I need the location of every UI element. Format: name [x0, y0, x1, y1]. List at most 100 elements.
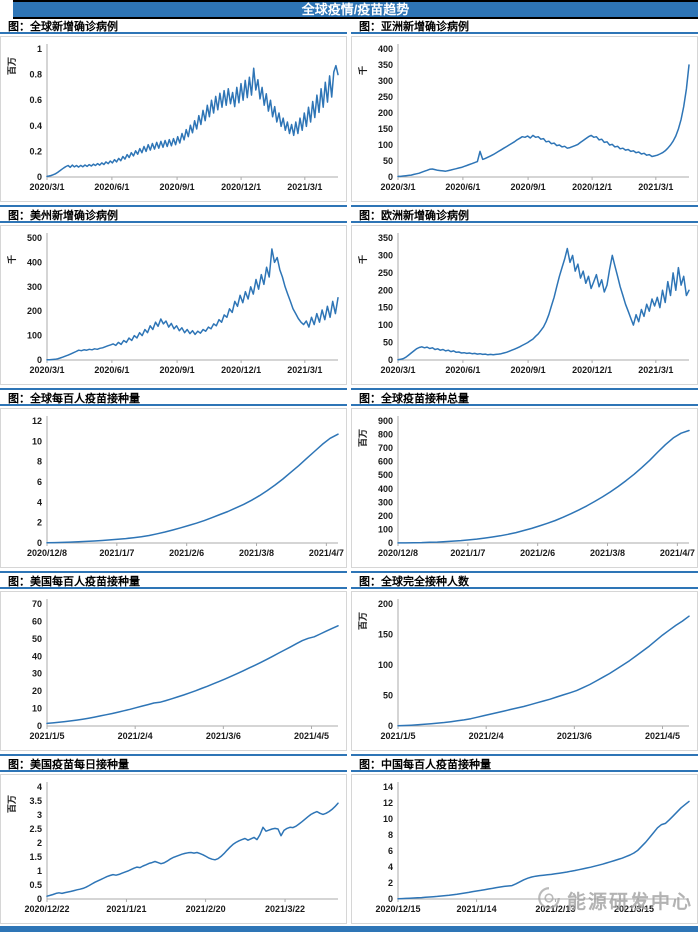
svg-text:2020/12/8: 2020/12/8	[27, 548, 67, 558]
svg-text:百万: 百万	[7, 795, 17, 813]
svg-text:2020/12/22: 2020/12/22	[24, 904, 69, 914]
svg-text:2021/3/6: 2021/3/6	[206, 731, 241, 741]
chart-section-global-doses-per100: 图：全球每百人疫苗接种量 0 2 4 6 8 10 12 2020/12/8 2021/1/7 2…	[0, 388, 347, 568]
svg-text:2021/3/1: 2021/3/1	[287, 182, 322, 192]
svg-text:2021/2/20: 2021/2/20	[186, 904, 226, 914]
page-title: 全球疫情/疫苗趋势	[301, 2, 410, 17]
data-line	[397, 615, 690, 727]
charts-grid: 图：全球新增确诊病例 0 0.2 0.4 0.6 0.8 1 2020/3/1 2020/6/…	[0, 20, 698, 924]
svg-text:0: 0	[388, 355, 393, 365]
svg-text:12: 12	[383, 798, 393, 808]
svg-text:2.5: 2.5	[29, 824, 42, 834]
chart-canvas: 0 50 100 150 200 250 300 350 2020/3/1 2020/6/1 202…	[357, 233, 690, 375]
svg-text:2021/2/4: 2021/2/4	[469, 731, 504, 741]
svg-text:3: 3	[37, 810, 42, 820]
svg-text:600: 600	[378, 457, 393, 467]
svg-text:6: 6	[37, 477, 42, 487]
svg-text:2021/1/5: 2021/1/5	[380, 731, 415, 741]
svg-text:200: 200	[378, 108, 393, 118]
svg-text:400: 400	[378, 44, 393, 54]
svg-text:500: 500	[378, 470, 393, 480]
svg-text:0: 0	[37, 355, 42, 365]
svg-text:40: 40	[32, 651, 42, 661]
svg-text:2020/3/1: 2020/3/1	[29, 182, 64, 192]
chart-panel-us-doses-per100: 0 10 20 30 40 50 60 70 2021/1/5 2021/2/4 2021/3/6 2…	[0, 591, 347, 751]
svg-text:2020/6/1: 2020/6/1	[94, 182, 129, 192]
svg-text:0.6: 0.6	[29, 95, 42, 105]
data-line	[397, 247, 690, 361]
svg-text:200: 200	[378, 599, 393, 609]
data-line	[46, 248, 339, 361]
chart-title: 图：亚洲新增确诊病例	[351, 20, 698, 34]
chart-canvas: 0 2 4 6 8 10 12 14 2020/12/15 2021/1/14 2021/2/13 2…	[375, 782, 690, 914]
svg-text:2020/12/1: 2020/12/1	[572, 182, 612, 192]
svg-text:4: 4	[37, 782, 42, 792]
chart-panel-global-fully-vaccinated: 0 50 100 150 200 2021/1/5 2021/2/4 2021/3/6 2021…	[351, 591, 698, 751]
chart-panel-us-daily-doses: 0 0.5 1 1.5 2 2.5 3 3.5 4 2020/12/22 2021/1/21 2021…	[0, 774, 347, 924]
svg-text:2021/2/6: 2021/2/6	[169, 548, 204, 558]
chart-section-global-total-doses: 图：全球疫苗接种总量 0 100 200 300 400 500 600 700 800 900 2…	[351, 388, 698, 568]
svg-text:60: 60	[32, 616, 42, 626]
svg-text:2021/2/4: 2021/2/4	[118, 731, 153, 741]
svg-text:2020/6/1: 2020/6/1	[445, 182, 480, 192]
svg-text:2021/4/7: 2021/4/7	[309, 548, 344, 558]
svg-text:300: 300	[378, 250, 393, 260]
svg-text:2021/4/5: 2021/4/5	[294, 731, 329, 741]
svg-text:2021/1/5: 2021/1/5	[29, 731, 64, 741]
svg-text:1: 1	[37, 44, 42, 54]
svg-text:8: 8	[388, 830, 393, 840]
svg-text:350: 350	[378, 233, 393, 243]
chart-canvas: 0 50 100 150 200 250 300 350 400 2020/3/1 2020/6/1…	[357, 44, 690, 192]
chart-canvas: 0 50 100 150 200 2021/1/5 2021/2/4 2021/3/6 2021…	[358, 599, 690, 741]
svg-text:350: 350	[378, 60, 393, 70]
svg-text:2020/9/1: 2020/9/1	[160, 182, 195, 192]
svg-text:2020/12/1: 2020/12/1	[221, 365, 261, 375]
svg-text:12: 12	[32, 416, 42, 426]
svg-text:2021/3/8: 2021/3/8	[590, 548, 625, 558]
svg-text:4: 4	[388, 862, 393, 872]
svg-text:70: 70	[32, 599, 42, 609]
data-line	[397, 800, 690, 900]
svg-text:2021/2/13: 2021/2/13	[535, 904, 575, 914]
svg-text:100: 100	[378, 524, 393, 534]
svg-text:100: 100	[378, 140, 393, 150]
chart-section-global-new-cases: 图：全球新增确诊病例 0 0.2 0.4 0.6 0.8 1 2020/3/1 2020/6/…	[0, 20, 347, 202]
svg-text:6: 6	[388, 846, 393, 856]
chart-canvas: 0 100 200 300 400 500 600 700 800 900 2020/12/8 202…	[358, 416, 695, 558]
svg-text:百万: 百万	[7, 57, 17, 75]
svg-text:百万: 百万	[358, 612, 368, 630]
svg-text:8: 8	[37, 457, 42, 467]
svg-text:50: 50	[383, 156, 393, 166]
data-line	[397, 429, 690, 544]
svg-text:900: 900	[378, 416, 393, 426]
svg-text:0: 0	[388, 172, 393, 182]
svg-text:千: 千	[357, 255, 368, 264]
data-line	[46, 802, 339, 897]
svg-text:2020/12/1: 2020/12/1	[572, 365, 612, 375]
chart-canvas: 0 2 4 6 8 10 12 2020/12/8 2021/1/7 2021/2/6 2021/3…	[27, 416, 344, 558]
svg-text:250: 250	[378, 268, 393, 278]
svg-text:200: 200	[27, 306, 42, 316]
svg-text:2020/9/1: 2020/9/1	[160, 365, 195, 375]
svg-text:1: 1	[37, 866, 42, 876]
svg-text:500: 500	[27, 233, 42, 243]
chart-panel-global-total-doses: 0 100 200 300 400 500 600 700 800 900 2020/12/8 202…	[351, 408, 698, 568]
svg-text:百万: 百万	[358, 429, 368, 447]
svg-text:20: 20	[32, 686, 42, 696]
svg-text:2021/3/6: 2021/3/6	[557, 731, 592, 741]
svg-text:4: 4	[37, 497, 42, 507]
svg-text:0: 0	[388, 538, 393, 548]
svg-text:150: 150	[378, 124, 393, 134]
svg-text:0: 0	[37, 894, 42, 904]
svg-text:2021/1/7: 2021/1/7	[99, 548, 134, 558]
svg-text:0: 0	[388, 894, 393, 904]
svg-text:100: 100	[378, 660, 393, 670]
svg-text:0.8: 0.8	[29, 70, 42, 80]
chart-title: 图：全球新增确诊病例	[0, 20, 347, 34]
svg-text:2021/3/1: 2021/3/1	[287, 365, 322, 375]
chart-panel-americas-new-cases: 0 100 200 300 400 500 2020/3/1 2020/6/1 2020/9/1…	[0, 225, 347, 385]
svg-text:2020/6/1: 2020/6/1	[445, 365, 480, 375]
svg-text:2021/3/1: 2021/3/1	[638, 365, 673, 375]
svg-text:100: 100	[378, 320, 393, 330]
svg-text:0: 0	[37, 538, 42, 548]
